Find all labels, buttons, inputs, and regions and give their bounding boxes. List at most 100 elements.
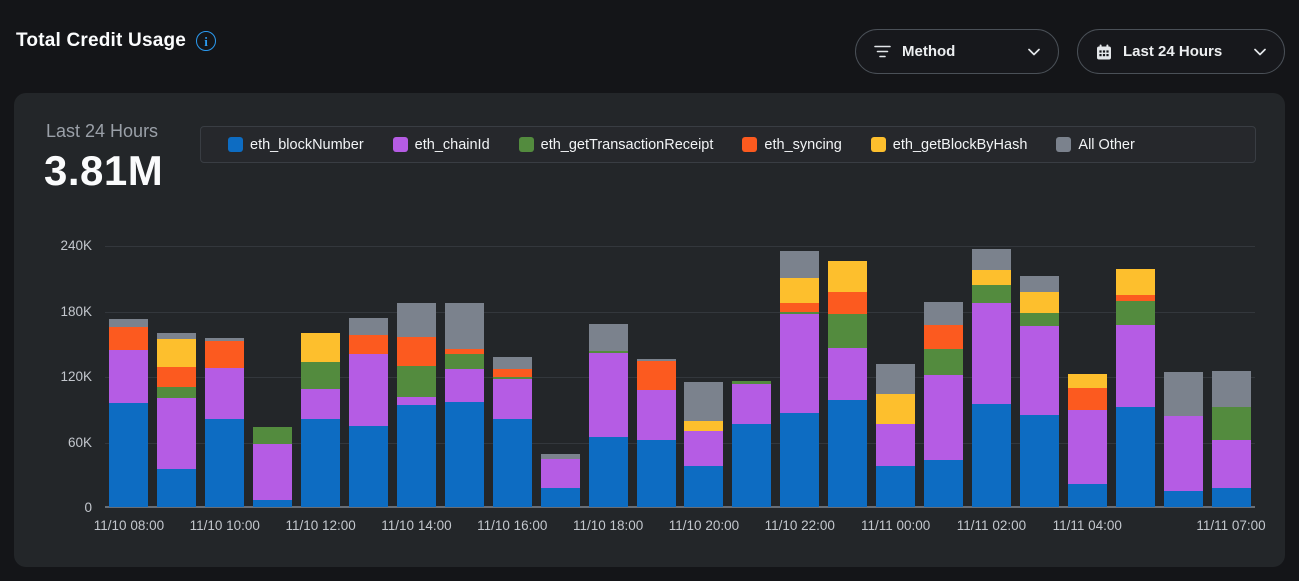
- bar-segment-eth_chainId[interactable]: [109, 349, 149, 404]
- stacked-bar[interactable]: [205, 337, 245, 507]
- bar-segment-eth_blockNumber[interactable]: [540, 488, 580, 507]
- stacked-bar[interactable]: [253, 427, 293, 507]
- bar-segment-eth_chainId[interactable]: [732, 383, 772, 425]
- stacked-bar[interactable]: [924, 301, 964, 507]
- bar-segment-All Other[interactable]: [1163, 371, 1203, 417]
- bar-segment-eth_syncing[interactable]: [492, 369, 532, 378]
- bar-segment-eth_blockNumber[interactable]: [828, 400, 868, 507]
- bar-segment-eth_chainId[interactable]: [157, 397, 197, 469]
- stacked-bar[interactable]: [1067, 373, 1107, 507]
- bar-segment-eth_blockNumber[interactable]: [971, 404, 1011, 507]
- bar-segment-eth_getTransactionReceipt[interactable]: [1211, 406, 1251, 441]
- bar-segment-eth_getBlockByHash[interactable]: [157, 338, 197, 368]
- stacked-bar[interactable]: [540, 453, 580, 507]
- bar-segment-eth_blockNumber[interactable]: [109, 403, 149, 507]
- bar-segment-All Other[interactable]: [205, 337, 245, 342]
- bar-segment-eth_blockNumber[interactable]: [444, 402, 484, 507]
- bar-segment-eth_chainId[interactable]: [684, 430, 724, 466]
- stacked-bar[interactable]: [971, 249, 1011, 507]
- stacked-bar[interactable]: [1115, 269, 1155, 507]
- bar-segment-All Other[interactable]: [157, 333, 197, 339]
- bar-segment-eth_syncing[interactable]: [157, 367, 197, 387]
- bar-segment-eth_syncing[interactable]: [780, 302, 820, 312]
- bar-segment-eth_chainId[interactable]: [876, 424, 916, 466]
- bar-segment-eth_getTransactionReceipt[interactable]: [1115, 300, 1155, 325]
- bar-segment-All Other[interactable]: [396, 302, 436, 337]
- legend-item-eth_getTransactionReceipt[interactable]: eth_getTransactionReceipt: [518, 137, 713, 153]
- stacked-bar[interactable]: [492, 357, 532, 507]
- bar-segment-eth_getTransactionReceipt[interactable]: [732, 381, 772, 384]
- bar-segment-eth_blockNumber[interactable]: [732, 424, 772, 507]
- bar-segment-eth_chainId[interactable]: [1211, 440, 1251, 489]
- bar-segment-All Other[interactable]: [349, 318, 389, 335]
- bar-segment-eth_blockNumber[interactable]: [924, 460, 964, 507]
- method-filter-dropdown[interactable]: Method: [855, 29, 1059, 74]
- bar-segment-eth_chainId[interactable]: [1115, 324, 1155, 407]
- bar-segment-eth_chainId[interactable]: [1067, 409, 1107, 485]
- bar-segment-eth_chainId[interactable]: [828, 347, 868, 401]
- bar-segment-All Other[interactable]: [780, 250, 820, 278]
- bar-segment-All Other[interactable]: [588, 323, 628, 351]
- bar-segment-eth_chainId[interactable]: [924, 374, 964, 461]
- bar-segment-All Other[interactable]: [1211, 370, 1251, 407]
- bar-segment-eth_syncing[interactable]: [444, 348, 484, 355]
- bar-segment-eth_blockNumber[interactable]: [588, 437, 628, 507]
- bar-segment-eth_getBlockByHash[interactable]: [1115, 269, 1155, 296]
- stacked-bar[interactable]: [588, 323, 628, 507]
- bar-segment-eth_syncing[interactable]: [636, 360, 676, 391]
- bar-segment-All Other[interactable]: [109, 319, 149, 327]
- bar-segment-eth_syncing[interactable]: [924, 324, 964, 349]
- bar-segment-eth_blockNumber[interactable]: [876, 465, 916, 507]
- bar-segment-eth_getTransactionReceipt[interactable]: [396, 366, 436, 397]
- bar-segment-eth_chainId[interactable]: [1019, 325, 1059, 416]
- bar-segment-All Other[interactable]: [636, 358, 676, 361]
- bar-segment-eth_chainId[interactable]: [349, 354, 389, 427]
- bar-segment-eth_getTransactionReceipt[interactable]: [253, 427, 293, 444]
- bar-segment-All Other[interactable]: [684, 381, 724, 421]
- bar-segment-eth_blockNumber[interactable]: [1067, 484, 1107, 507]
- bar-segment-eth_blockNumber[interactable]: [301, 418, 341, 507]
- stacked-bar[interactable]: [876, 364, 916, 507]
- bar-segment-eth_syncing[interactable]: [349, 334, 389, 355]
- bar-segment-eth_getBlockByHash[interactable]: [828, 261, 868, 292]
- bar-segment-eth_chainId[interactable]: [205, 368, 245, 419]
- bar-segment-eth_getBlockByHash[interactable]: [971, 270, 1011, 286]
- bar-segment-eth_blockNumber[interactable]: [636, 440, 676, 507]
- bar-segment-All Other[interactable]: [444, 302, 484, 349]
- stacked-bar[interactable]: [828, 261, 868, 507]
- bar-segment-eth_syncing[interactable]: [396, 336, 436, 367]
- bar-segment-eth_blockNumber[interactable]: [349, 426, 389, 507]
- bar-segment-eth_chainId[interactable]: [253, 443, 293, 501]
- bar-segment-eth_getTransactionReceipt[interactable]: [780, 311, 820, 314]
- bar-segment-eth_syncing[interactable]: [828, 291, 868, 314]
- info-icon[interactable]: i: [196, 31, 217, 51]
- bar-segment-eth_getTransactionReceipt[interactable]: [1019, 312, 1059, 326]
- bar-segment-eth_chainId[interactable]: [301, 389, 341, 419]
- bar-segment-eth_getBlockByHash[interactable]: [301, 333, 341, 362]
- bar-segment-eth_getBlockByHash[interactable]: [876, 393, 916, 425]
- bar-segment-eth_chainId[interactable]: [492, 379, 532, 419]
- date-range-dropdown[interactable]: Last 24 Hours: [1077, 29, 1285, 74]
- bar-segment-eth_blockNumber[interactable]: [253, 500, 293, 507]
- bar-segment-eth_chainId[interactable]: [588, 353, 628, 438]
- bar-segment-eth_getTransactionReceipt[interactable]: [924, 348, 964, 375]
- bar-segment-eth_syncing[interactable]: [109, 326, 149, 350]
- bar-segment-eth_blockNumber[interactable]: [205, 418, 245, 507]
- stacked-bar[interactable]: [444, 302, 484, 507]
- bar-segment-eth_getBlockByHash[interactable]: [780, 277, 820, 303]
- bar-segment-eth_chainId[interactable]: [444, 369, 484, 403]
- stacked-bar[interactable]: [636, 358, 676, 507]
- bar-segment-eth_blockNumber[interactable]: [780, 413, 820, 507]
- bar-segment-eth_syncing[interactable]: [1115, 295, 1155, 301]
- stacked-bar[interactable]: [301, 333, 341, 507]
- bar-segment-eth_chainId[interactable]: [1163, 416, 1203, 491]
- stacked-bar[interactable]: [1019, 275, 1059, 507]
- bar-segment-eth_chainId[interactable]: [971, 302, 1011, 405]
- bar-segment-eth_getTransactionReceipt[interactable]: [157, 386, 197, 398]
- bar-segment-All Other[interactable]: [492, 357, 532, 370]
- bar-segment-All Other[interactable]: [876, 364, 916, 394]
- stacked-bar[interactable]: [109, 319, 149, 507]
- bar-segment-eth_getTransactionReceipt[interactable]: [444, 354, 484, 370]
- legend-item-eth_chainId[interactable]: eth_chainId: [392, 137, 490, 153]
- bar-segment-eth_getTransactionReceipt[interactable]: [971, 285, 1011, 303]
